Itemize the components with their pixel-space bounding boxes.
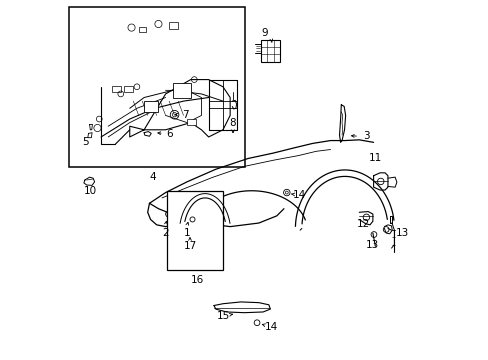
Text: 3: 3 [363, 131, 369, 141]
Text: 1: 1 [183, 228, 190, 238]
Bar [124, 86, 133, 92]
Text: 11: 11 [368, 153, 381, 163]
Bar [187, 119, 196, 126]
Bar [260, 40, 280, 62]
Bar [172, 83, 190, 98]
Text: 13: 13 [395, 228, 408, 238]
Text: 7: 7 [182, 111, 189, 121]
Text: 14: 14 [292, 190, 305, 201]
Text: 17: 17 [183, 241, 196, 251]
Text: 8: 8 [229, 118, 236, 128]
Text: 5: 5 [82, 138, 89, 147]
Bar [112, 86, 121, 92]
Text: 16: 16 [191, 275, 204, 285]
Text: 9: 9 [261, 28, 267, 38]
Text: 13: 13 [366, 239, 379, 249]
Text: 15: 15 [217, 311, 230, 321]
Text: 14: 14 [264, 322, 278, 332]
Text: 12: 12 [356, 219, 369, 229]
Text: 6: 6 [166, 130, 173, 139]
Text: 10: 10 [83, 186, 97, 197]
Bar [144, 101, 158, 112]
Bar [139, 27, 145, 32]
Text: 4: 4 [149, 172, 156, 182]
Bar [69, 7, 244, 167]
Text: 2: 2 [162, 228, 168, 238]
Bar [167, 191, 223, 270]
Bar [169, 22, 178, 29]
